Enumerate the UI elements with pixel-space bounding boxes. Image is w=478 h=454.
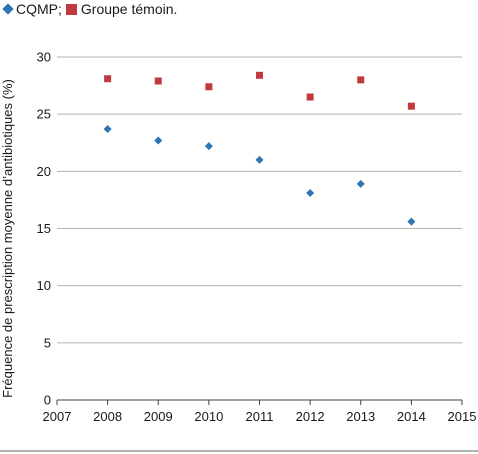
legend-label-control-group: Groupe témoin. xyxy=(80,1,178,17)
y-tick-label: 30 xyxy=(37,50,51,65)
x-tick-label: 2010 xyxy=(194,409,223,424)
x-tick-label: 2007 xyxy=(43,409,72,424)
cqmp-point xyxy=(204,142,213,151)
y-tick-label: 0 xyxy=(44,393,51,408)
x-tick-label: 2011 xyxy=(246,409,274,424)
x-tick-label: 2009 xyxy=(144,409,173,424)
cqmp-point xyxy=(306,189,315,198)
y-tick-label: 10 xyxy=(37,278,51,293)
control-group-point xyxy=(407,102,415,110)
legend-label-cqmp: CQMP xyxy=(16,1,58,17)
cqmp-point xyxy=(103,125,112,134)
legend-square-marker-icon xyxy=(65,3,77,15)
control-group-point xyxy=(154,77,162,85)
x-tick-label: 2012 xyxy=(296,409,325,424)
y-tick-label: 15 xyxy=(37,221,51,236)
y-tick-label: 5 xyxy=(44,335,51,350)
legend-item-cqmp: CQMP xyxy=(2,1,58,17)
legend-separator: ; xyxy=(58,1,62,17)
x-tick-label: 2015 xyxy=(448,409,477,424)
marks-layer xyxy=(103,71,416,226)
cqmp-point xyxy=(356,179,365,188)
legend: CQMP ; Groupe témoin. xyxy=(2,0,177,18)
x-tick-label: 2014 xyxy=(397,409,426,424)
cqmp-point xyxy=(154,136,163,145)
y-axis-title: Fréquence de prescription moyenne d’anti… xyxy=(0,79,15,398)
control-group-point xyxy=(205,83,213,91)
cqmp-point xyxy=(407,217,416,226)
y-tick-label: 20 xyxy=(37,164,51,179)
control-group-point xyxy=(104,75,112,83)
control-group-point xyxy=(357,76,365,84)
label-layer: 0 5 10 15 20 25 30 2007 2008 2009 2010 2011 2012 2013… xyxy=(0,50,476,425)
cqmp-point xyxy=(255,155,264,164)
control-group-point xyxy=(256,71,263,79)
legend-item-control-group: Groupe témoin. xyxy=(62,1,178,17)
axis-layer xyxy=(0,399,478,452)
y-tick-label: 25 xyxy=(37,107,51,122)
x-tick-label: 2013 xyxy=(346,409,375,424)
grid-layer xyxy=(57,56,462,344)
control-group-point xyxy=(306,93,314,101)
x-tick-label: 2008 xyxy=(93,409,122,424)
